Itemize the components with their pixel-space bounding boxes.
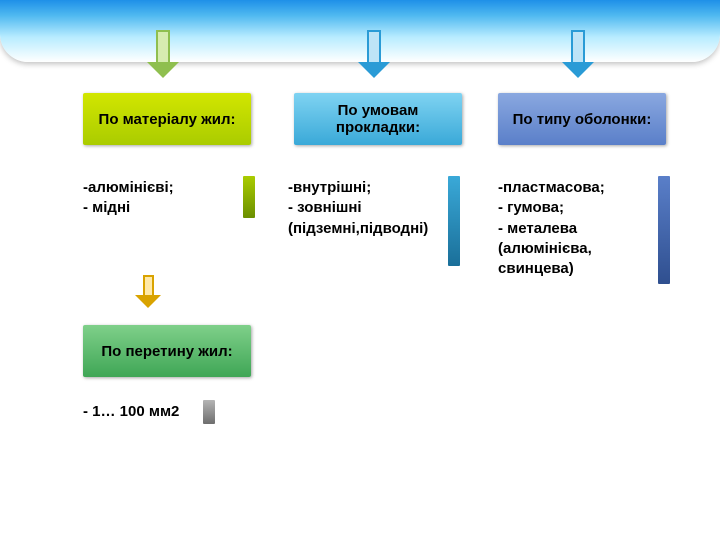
- arrow-down-small: [135, 275, 161, 308]
- arrow-down-2: [358, 30, 390, 78]
- header-sheath: По типу оболонки:: [498, 93, 666, 145]
- desc-shadow: [658, 176, 670, 284]
- desc-sheath: -пластмасова;- гумова;- металева (алюмін…: [498, 178, 666, 279]
- desc-shadow: [448, 176, 460, 266]
- header-material: По матеріалу жил:: [83, 93, 251, 145]
- desc-laying: -внутрішні;- зовнішні (підземні,підводні…: [288, 178, 456, 239]
- arrow-down-1: [147, 30, 179, 78]
- desc-shadow: [203, 400, 215, 424]
- header-laying: По умовам прокладки:: [294, 93, 462, 145]
- desc-material: -алюмінієві;- мідні: [83, 178, 251, 219]
- desc-shadow: [243, 176, 255, 218]
- desc-cross-section: - 1… 100 мм2: [83, 402, 251, 422]
- arrow-down-3: [562, 30, 594, 78]
- header-cross-section: По перетину жил:: [83, 325, 251, 377]
